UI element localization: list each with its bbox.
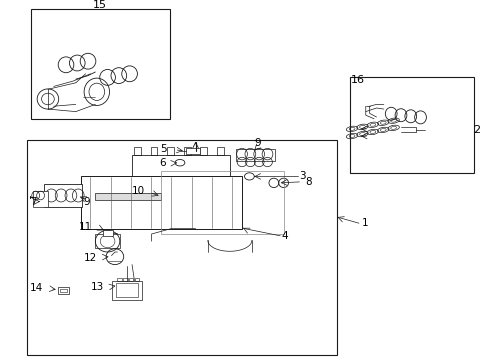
Text: 8: 8 — [305, 177, 312, 187]
Bar — [183, 147, 190, 155]
Bar — [33, 191, 48, 207]
Text: 13: 13 — [91, 282, 104, 292]
Text: 6: 6 — [159, 158, 166, 168]
Bar — [349, 77, 473, 173]
Text: 9: 9 — [254, 138, 261, 148]
Text: 10: 10 — [132, 186, 145, 196]
Bar — [95, 234, 120, 248]
Bar — [116, 283, 138, 297]
Text: 15: 15 — [93, 0, 107, 10]
Bar — [217, 147, 224, 155]
Text: 3: 3 — [299, 171, 305, 181]
Text: 5: 5 — [160, 144, 167, 154]
Bar — [236, 149, 275, 161]
Text: 11: 11 — [79, 222, 92, 232]
Bar — [27, 140, 337, 355]
Text: 7: 7 — [30, 197, 37, 207]
Bar — [134, 147, 141, 155]
Bar — [44, 184, 82, 207]
Text: 2: 2 — [472, 125, 479, 135]
Text: 14: 14 — [30, 283, 43, 293]
Bar — [58, 287, 69, 294]
Bar — [161, 171, 283, 234]
Bar — [31, 9, 170, 119]
Bar — [123, 278, 127, 281]
Text: 4: 4 — [281, 231, 288, 241]
Bar — [129, 278, 133, 281]
Bar — [132, 155, 229, 184]
Bar — [117, 278, 122, 281]
Bar — [185, 148, 200, 154]
Bar — [135, 278, 139, 281]
Bar — [200, 147, 207, 155]
Text: 12: 12 — [83, 253, 97, 263]
Bar — [60, 289, 66, 292]
Bar — [167, 147, 174, 155]
Bar — [102, 230, 113, 236]
Bar — [112, 281, 142, 300]
Bar — [81, 176, 242, 229]
Bar — [95, 193, 161, 200]
Text: 1: 1 — [361, 218, 368, 228]
Bar — [150, 147, 157, 155]
Text: 16: 16 — [350, 75, 365, 85]
Text: 9: 9 — [83, 197, 90, 207]
